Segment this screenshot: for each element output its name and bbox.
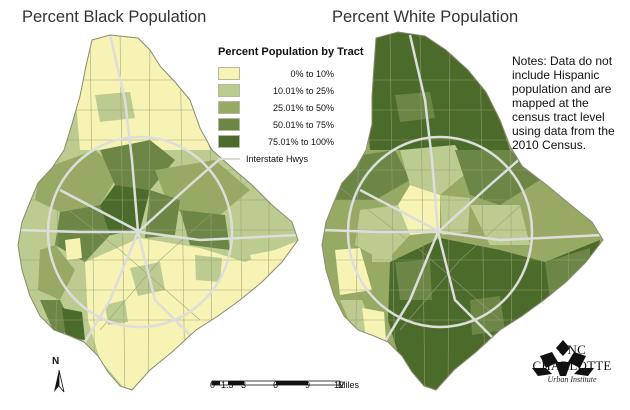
legend-label: 25.01% to 50% — [272, 102, 334, 113]
scale-tick-label: 3 — [241, 380, 247, 390]
north-arrow-icon — [54, 369, 65, 393]
legend-swatch — [218, 118, 240, 131]
interstate-line-icon — [218, 157, 240, 160]
scale-tick-label: 6 — [273, 380, 279, 390]
legend-label-hwy: Interstate Hwys — [246, 153, 309, 164]
unc-charlotte-logo-icon — [532, 340, 594, 376]
legend-row: 0% to 10% — [218, 66, 368, 81]
legend-label: 10.01% to 25% — [272, 85, 334, 96]
legend-row: 50.01% to 75% — [218, 117, 368, 132]
logo-sub: Urban Institute — [547, 375, 597, 384]
logo-brand: UNC CHARLOTTE — [532, 342, 612, 373]
legend-swatch — [218, 101, 240, 114]
scale-tick-label: 1.5 — [221, 380, 234, 390]
scale-tick-label: 0 — [210, 380, 216, 390]
legend-swatch — [218, 67, 240, 80]
legend-label: 50.01% to 75% — [272, 119, 334, 130]
map-title-white: Percent White Population — [332, 8, 519, 26]
logo: UNC CHARLOTTE Urban Institute — [522, 342, 622, 384]
legend-title: Percent Population by Tract — [218, 46, 364, 58]
scale-unit: Miles — [338, 380, 360, 390]
legend-swatch — [218, 84, 240, 97]
legend-row-hwy: Interstate Hwys — [218, 151, 368, 166]
map-title-black: Percent Black Population — [22, 8, 207, 26]
legend-row: 10.01% to 25% — [218, 83, 368, 98]
legend-row: 25.01% to 50% — [218, 100, 368, 115]
legend: Percent Population by Tract 0% to 10% 10… — [218, 46, 368, 168]
scale-tick-label: 12 — [334, 380, 345, 390]
scale-labels: 0 1.5 3 6 9 12 Miles — [210, 380, 359, 392]
map-notes: Notes: Data do not include Hispanic popu… — [512, 54, 615, 152]
legend-swatch — [218, 135, 240, 148]
north-label: N — [52, 356, 60, 367]
legend-label: 75.01% to 100% — [267, 136, 334, 147]
scale-bar — [211, 380, 341, 386]
legend-label: 0% to 10% — [290, 68, 334, 79]
scale-tick-label: 9 — [305, 380, 311, 390]
legend-row: 75.01% to 100% — [218, 134, 368, 149]
